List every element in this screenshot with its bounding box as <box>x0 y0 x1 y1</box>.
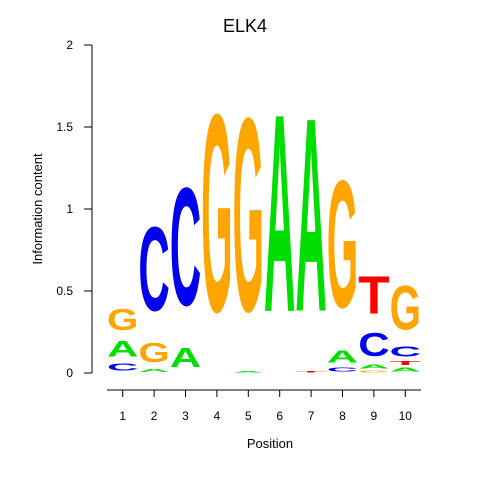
y-tick-label: 2 <box>66 38 73 52</box>
y-tick-label: 0.5 <box>56 284 73 298</box>
x-tick-label: 5 <box>245 409 252 423</box>
y-tick-label: 1.5 <box>56 120 73 134</box>
logo-letter-g: G <box>201 55 232 371</box>
logo-letter-g: G <box>107 303 138 337</box>
stack-position-2: AGC <box>138 203 169 373</box>
logo-letter-c: C <box>107 361 138 373</box>
logo-letter-g: G <box>390 274 421 344</box>
y-axis: 0 0.5 1 1.5 2 <box>56 38 93 380</box>
x-tick-label: 1 <box>119 409 126 423</box>
logo-letter-a: A <box>170 342 201 373</box>
logo-letter-a: A <box>390 366 421 373</box>
stack-position-8: CAG <box>327 143 358 374</box>
logo-letter-t: T <box>390 360 421 367</box>
y-axis-label: Information content <box>30 153 45 265</box>
stack-position-7: TA <box>295 60 326 373</box>
y-tick-label: 0 <box>66 366 73 380</box>
stack-position-6: A <box>264 55 295 371</box>
logo-letter-c: C <box>327 366 358 373</box>
y-tick-label: 1 <box>66 202 73 216</box>
logo-letter-a: A <box>295 60 326 369</box>
stack-position-5: AG <box>233 60 264 373</box>
logo-letter-g: G <box>138 338 169 368</box>
x-tick-label: 10 <box>399 409 413 423</box>
logo-letter-c: C <box>138 203 169 337</box>
x-tick-label: 3 <box>182 409 189 423</box>
x-axis-ticks: 1 2 3 4 5 6 7 8 9 10 <box>119 390 412 423</box>
logo-letter-c: C <box>358 326 389 363</box>
x-tick-label: 6 <box>276 409 283 423</box>
x-tick-label: 4 <box>214 409 221 423</box>
stack-position-3: AC <box>170 154 201 373</box>
logo-letter-a: A <box>327 347 358 367</box>
x-axis: 1 2 3 4 5 6 7 8 9 10 <box>107 389 421 423</box>
logo-letter-g: G <box>233 60 264 369</box>
logo-letter-c: C <box>390 344 421 360</box>
x-tick-label: 2 <box>151 409 158 423</box>
logo-letter-t: T <box>358 265 389 326</box>
x-axis-label: Position <box>247 436 293 451</box>
stack-position-1: CAG <box>107 303 138 373</box>
chart-title: ELK4 <box>223 16 267 36</box>
x-tick-label: 8 <box>339 409 346 423</box>
logo-letter-g: G <box>358 370 389 373</box>
stack-position-4: G <box>201 55 232 371</box>
logo-letter-g: G <box>327 143 358 346</box>
logo-letter-a: A <box>138 368 169 373</box>
logo-letter-a: A <box>358 363 389 370</box>
logo-letter-t: T <box>295 371 326 373</box>
logo-letter-a: A <box>107 338 138 362</box>
x-tick-label: 9 <box>371 409 378 423</box>
logo-letter-c: C <box>170 154 201 342</box>
logo-letter-a: A <box>264 55 295 371</box>
x-tick-label: 7 <box>308 409 315 423</box>
y-axis-ticks: 0 0.5 1 1.5 2 <box>56 38 92 380</box>
logo-letter-a: A <box>233 371 264 373</box>
